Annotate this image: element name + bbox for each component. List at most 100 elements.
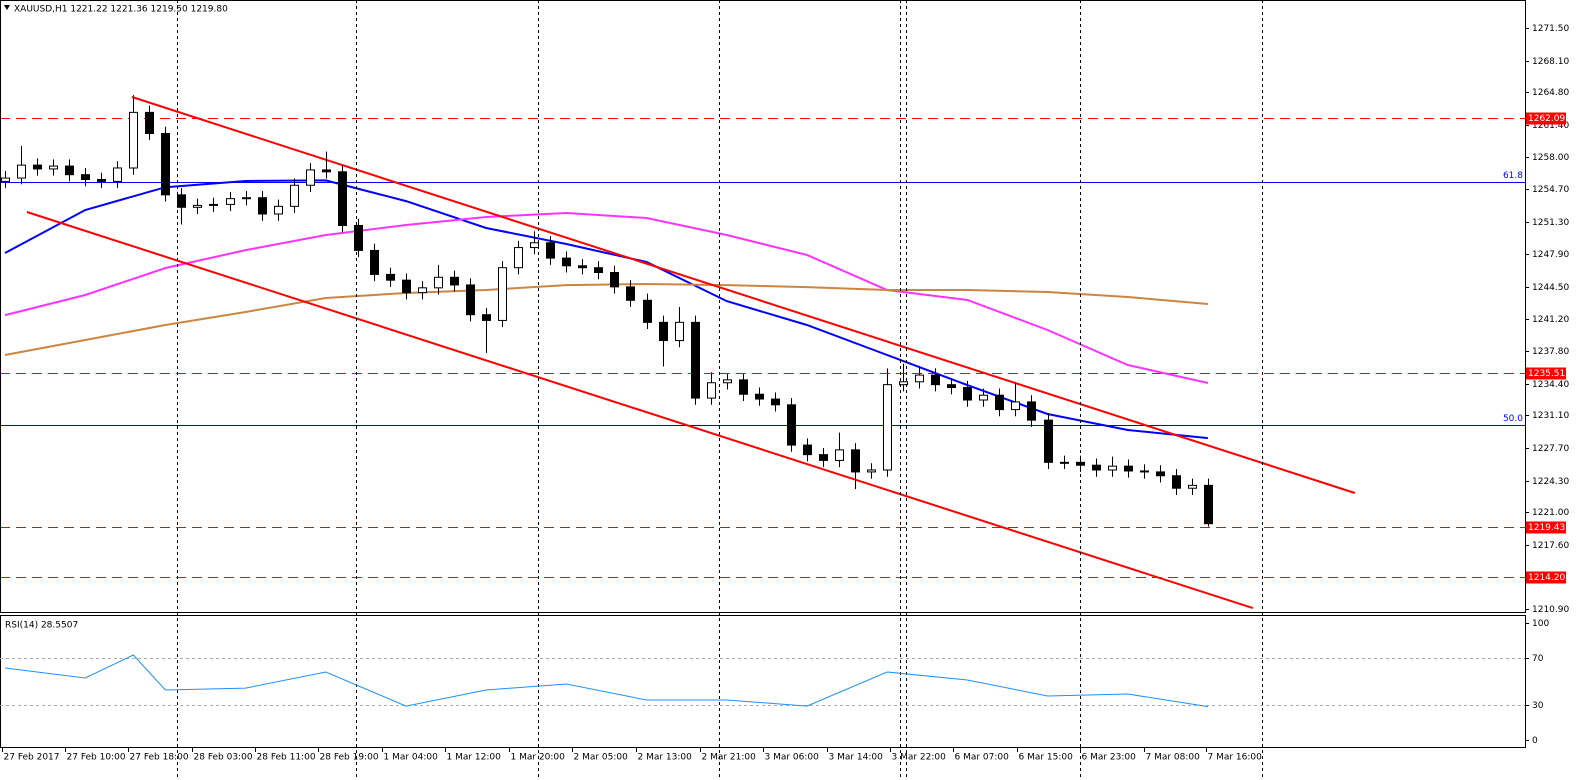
rsi-line xyxy=(4,654,1208,708)
candle-body xyxy=(193,204,202,208)
candle-body xyxy=(434,276,443,289)
candle-body xyxy=(65,165,74,176)
level-label: 1262.09 xyxy=(1528,114,1565,124)
x-tick-label: 2 Mar 21:00 xyxy=(702,753,757,763)
y-tick-label: 1247.90 xyxy=(1532,250,1569,260)
rsi-title: RSI(14) 28.5507 xyxy=(5,621,78,631)
candle-body xyxy=(643,299,652,323)
line xyxy=(26,211,1254,610)
level-label-box xyxy=(1526,521,1566,534)
candle-body xyxy=(723,379,732,384)
candle-body xyxy=(113,167,122,182)
candle-body xyxy=(354,225,363,251)
candle-body xyxy=(161,132,170,196)
x-tick-label: 28 Feb 19:00 xyxy=(320,753,379,763)
candle-body xyxy=(322,169,331,173)
price-panel xyxy=(0,95,1525,610)
candle-body xyxy=(739,379,748,395)
candle-body xyxy=(610,271,619,288)
price-panel-border xyxy=(0,0,1526,613)
level-label: 61.8 xyxy=(1503,171,1523,181)
candle-body xyxy=(145,111,154,134)
y-tick-label: 1231.10 xyxy=(1532,411,1569,421)
y-tick-label: 1254.70 xyxy=(1532,185,1569,195)
candle-body xyxy=(867,469,876,473)
candle-body xyxy=(1124,465,1133,472)
y-tick-label: 1224.30 xyxy=(1532,477,1569,487)
candle-body xyxy=(819,454,828,461)
menu-triangle xyxy=(4,5,10,10)
candle-body xyxy=(97,178,106,182)
candle-body xyxy=(1172,475,1181,489)
rsi-panel-border xyxy=(0,615,1526,748)
candle-body xyxy=(1,177,10,182)
candle-body xyxy=(274,205,283,215)
y-tick-label: 1258.00 xyxy=(1532,153,1569,163)
candle-body xyxy=(803,444,812,456)
x-tick-label: 28 Feb 03:00 xyxy=(194,753,253,763)
x-tick-label: 3 Mar 14:00 xyxy=(829,753,884,763)
x-tick-label: 28 Feb 11:00 xyxy=(257,753,316,763)
candle-body xyxy=(1060,461,1069,464)
x-tick-label: 3 Mar 22:00 xyxy=(892,753,947,763)
level-label: 1219.43 xyxy=(1528,523,1565,533)
candle-body xyxy=(626,286,635,301)
y-tick-label: 1234.40 xyxy=(1532,380,1569,390)
y-tick-label: 1251.30 xyxy=(1532,218,1569,228)
x-tick-label: 3 Mar 06:00 xyxy=(765,753,820,763)
level-label: 1235.51 xyxy=(1528,369,1565,379)
candle-body xyxy=(129,111,138,169)
x-tick-label: 1 Mar 20:00 xyxy=(511,753,566,763)
candle-body xyxy=(835,449,844,461)
y-tick-label: 1271.50 xyxy=(1532,24,1569,34)
candle-body xyxy=(482,314,491,321)
y-tick-label: 1264.80 xyxy=(1532,88,1569,98)
candle-body xyxy=(1027,401,1036,421)
y-tick-label: 1261.40 xyxy=(1532,121,1569,131)
y-tick-label: 100 xyxy=(1532,619,1549,629)
candle-body xyxy=(771,398,780,406)
x-tick-label: 1 Mar 04:00 xyxy=(384,753,439,763)
y-tick-label: 70 xyxy=(1532,654,1544,664)
x-tick-label: 7 Mar 16:00 xyxy=(1208,753,1263,763)
x-tick-label: 7 Mar 08:00 xyxy=(1146,753,1201,763)
y-tick-label: 1237.80 xyxy=(1532,347,1569,357)
x-tick-label: 2 Mar 13:00 xyxy=(638,753,693,763)
candle-body xyxy=(851,449,860,473)
candle-body xyxy=(33,164,42,170)
candle-body xyxy=(1011,401,1020,411)
candle-body xyxy=(386,273,395,281)
candle-body xyxy=(1188,484,1197,489)
x-tick-label: 27 Feb 18:00 xyxy=(130,753,189,763)
chart-title: XAUUSD,H1 1221.22 1221.36 1219.50 1219.8… xyxy=(14,5,228,15)
candle-body xyxy=(931,374,940,386)
level-label-box xyxy=(1526,112,1566,125)
candle-body xyxy=(370,249,379,275)
y-tick-label: 1210.90 xyxy=(1532,605,1569,615)
candle-body xyxy=(787,404,796,446)
y-tick-label: 1241.20 xyxy=(1532,315,1569,325)
candle-body xyxy=(226,198,235,205)
candle-body xyxy=(81,174,90,180)
x-tick-label: 27 Feb 2017 xyxy=(4,753,60,763)
candle-body xyxy=(402,279,411,294)
candle-body xyxy=(1156,471,1165,477)
candle-body xyxy=(290,184,299,207)
candle-body xyxy=(915,374,924,383)
candle-body xyxy=(17,164,26,179)
candle-body xyxy=(1140,470,1149,473)
line xyxy=(131,96,1356,494)
candle-body xyxy=(594,267,603,273)
candle-body xyxy=(979,394,988,401)
x-tick-label: 6 Mar 15:00 xyxy=(1019,753,1074,763)
line xyxy=(4,211,1209,384)
candle-body xyxy=(338,171,347,227)
y-tick-label: 1268.10 xyxy=(1532,57,1569,67)
x-tick-label: 2 Mar 05:00 xyxy=(574,753,629,763)
candle-body xyxy=(1044,419,1053,463)
candle-body xyxy=(418,287,427,294)
candle-body xyxy=(899,381,908,386)
y-tick-label: 1244.50 xyxy=(1532,283,1569,293)
x-tick-label: 6 Mar 23:00 xyxy=(1082,753,1137,763)
